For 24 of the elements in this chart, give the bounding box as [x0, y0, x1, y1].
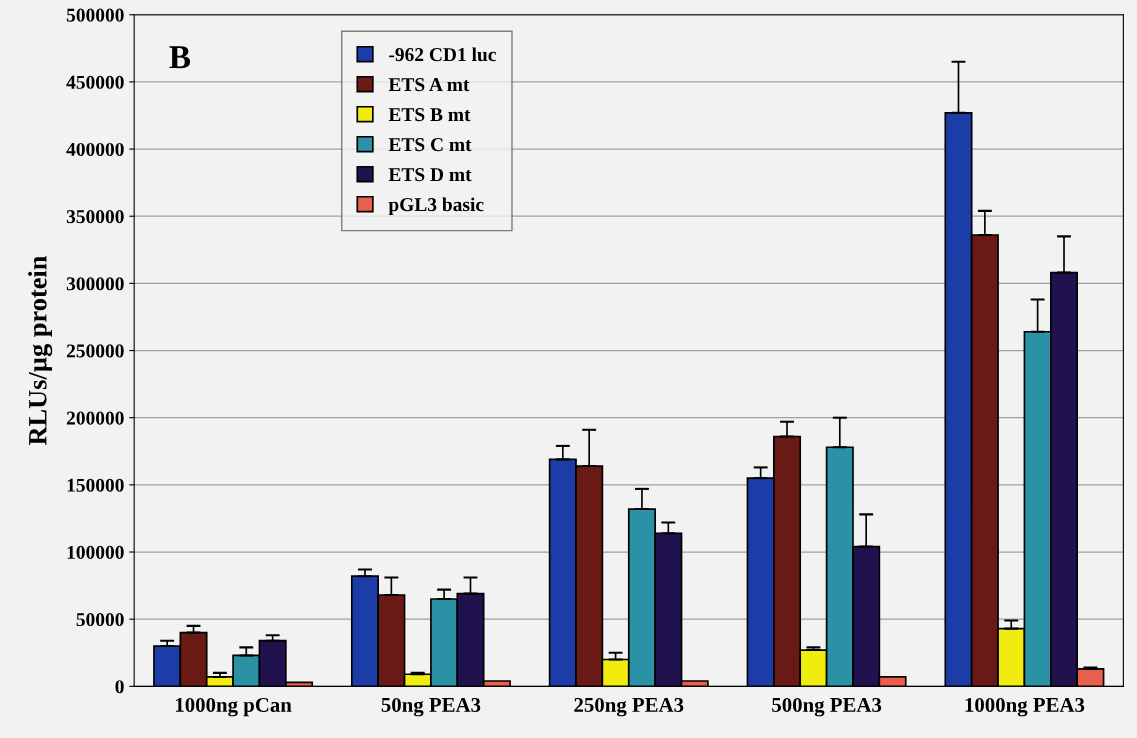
x-tick-label: 500ng PEA3: [772, 697, 882, 717]
y-tick-label: 400000: [66, 142, 124, 157]
legend-label: ETS D mt: [388, 168, 472, 182]
annotation: B: [169, 46, 191, 69]
legend-label: pGL3 basic: [388, 197, 484, 216]
y-tick-label: 500000: [66, 8, 124, 22]
y-tick-label: 100000: [67, 545, 124, 559]
legend-label: ETS C mt: [388, 138, 472, 152]
x-tick-label: 1000ng PEA3: [965, 697, 1085, 717]
y-tick-label: 50000: [76, 613, 124, 627]
legend-label: ETS B mt: [388, 108, 471, 122]
x-tick-label: 250ng PEA3: [574, 697, 684, 717]
y-axis-title: RLUs/µg protein: [28, 255, 53, 446]
y-tick-label: 0: [115, 680, 124, 694]
y-tick-label: 350000: [66, 210, 124, 224]
legend-label: ETS A mt: [388, 78, 470, 92]
y-tick-label: 200000: [66, 411, 124, 425]
x-tick-label: 50ng PEA3: [381, 697, 481, 717]
y-tick-label: 250000: [66, 344, 124, 358]
y-tick-label: 150000: [67, 478, 124, 492]
legend-label: -962 CD1 luc: [389, 47, 496, 62]
x-tick-label: 1000ng pCan: [176, 697, 292, 717]
y-tick-label: 300000: [66, 277, 124, 291]
y-tick-label: 450000: [66, 75, 124, 89]
